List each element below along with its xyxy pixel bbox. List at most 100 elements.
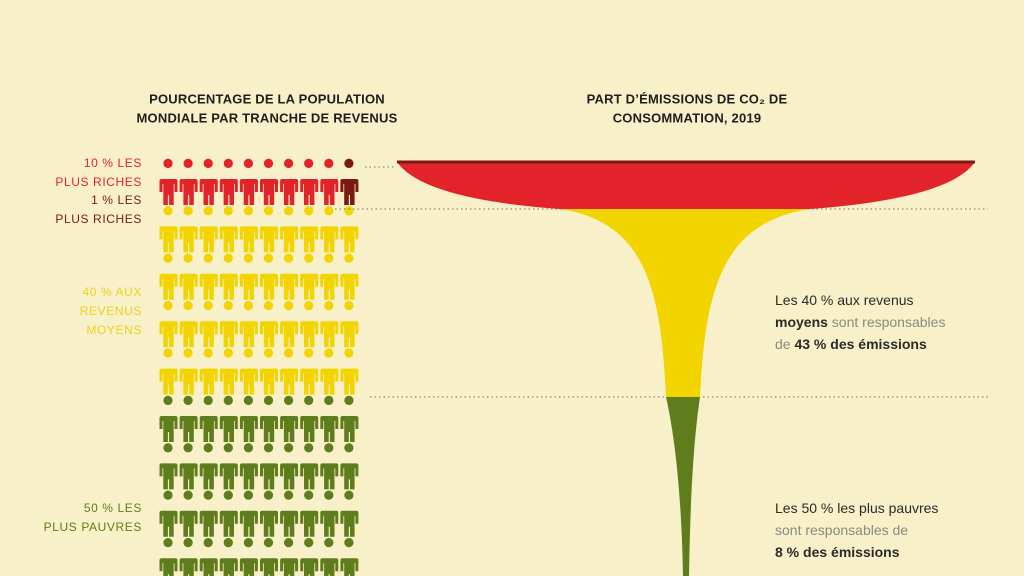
- person-icon: [340, 443, 359, 490]
- person-icon: [159, 490, 178, 537]
- group-label: 50 % LES: [84, 501, 142, 515]
- person-icon: [340, 538, 359, 576]
- person-icon: [340, 253, 359, 300]
- person-icon: [239, 395, 258, 442]
- note: moyens sont responsables: [775, 314, 945, 330]
- note-text: moyens: [775, 314, 828, 330]
- person-icon: [340, 395, 359, 442]
- person-icon: [260, 206, 278, 253]
- person-icon: [280, 443, 299, 490]
- person-icon: [280, 395, 299, 442]
- person-icon: [179, 395, 198, 442]
- person-icon: [260, 301, 278, 348]
- person-icon: [320, 443, 339, 490]
- group-label: REVENUS: [80, 304, 142, 318]
- left-header: POURCENTAGE DE LA POPULATION: [149, 91, 385, 106]
- note-text: Les 40 % aux revenus: [775, 292, 914, 308]
- person-icon: [320, 490, 339, 537]
- person-icon: [159, 538, 178, 576]
- person-icon: [179, 538, 198, 576]
- person-icon: [280, 206, 299, 253]
- funnel-richest: [397, 162, 975, 209]
- note: sont responsables de: [775, 522, 908, 538]
- person-icon: [340, 490, 359, 537]
- person-icon: [199, 538, 218, 576]
- person-icon: [260, 538, 278, 576]
- person-icon: [219, 348, 238, 395]
- person-icon: [219, 253, 238, 300]
- person-icon: [159, 253, 178, 300]
- person-icon: [179, 490, 198, 537]
- note: Les 50 % les plus pauvres: [775, 500, 938, 516]
- person-icon: [159, 158, 178, 205]
- funnel-poorest: [666, 397, 700, 576]
- person-icon: [199, 490, 218, 537]
- person-icon: [300, 253, 319, 300]
- person-icon: [159, 395, 178, 442]
- right-header: PART D’ÉMISSIONS DE CO₂ DE: [587, 91, 788, 106]
- person-icon: [260, 395, 278, 442]
- group-label: 10 % LES: [84, 156, 142, 170]
- person-icon: [179, 206, 198, 253]
- person-icon: [239, 538, 258, 576]
- person-icon: [340, 158, 359, 205]
- person-icon: [260, 348, 278, 395]
- person-icon: [219, 301, 238, 348]
- note-text: 43 % des émissions: [794, 336, 927, 352]
- person-icon: [239, 348, 258, 395]
- person-icon: [199, 253, 218, 300]
- person-icon: [219, 395, 238, 442]
- person-icon: [179, 158, 198, 205]
- person-icon: [300, 443, 319, 490]
- person-icon: [320, 348, 339, 395]
- person-icon: [260, 158, 278, 205]
- person-icon: [199, 206, 218, 253]
- person-icon: [239, 490, 258, 537]
- person-icon: [179, 301, 198, 348]
- person-icon: [340, 206, 359, 253]
- person-icon: [300, 490, 319, 537]
- person-icon: [239, 158, 258, 205]
- note-text: 8 % des émissions: [775, 544, 900, 560]
- person-icon: [280, 158, 299, 205]
- person-icon: [300, 301, 319, 348]
- person-icon: [199, 301, 218, 348]
- person-icon: [280, 301, 299, 348]
- person-icon: [199, 443, 218, 490]
- person-icon: [199, 348, 218, 395]
- person-icon: [179, 253, 198, 300]
- person-icon: [280, 348, 299, 395]
- note-text: de: [775, 336, 794, 352]
- person-icon: [159, 443, 178, 490]
- funnel-middle: [560, 209, 810, 397]
- person-icon: [219, 538, 238, 576]
- person-icon: [159, 301, 178, 348]
- note-text: Les 50 % les plus pauvres: [775, 500, 938, 516]
- person-icon: [239, 443, 258, 490]
- person-icon: [280, 253, 299, 300]
- note: 8 % des émissions: [775, 544, 900, 560]
- person-icon: [340, 348, 359, 395]
- note: Les 40 % aux revenus: [775, 292, 914, 308]
- person-icon: [300, 206, 319, 253]
- group-label: PLUS RICHES: [55, 212, 142, 226]
- person-icon: [219, 206, 238, 253]
- people-grid: [159, 158, 359, 576]
- person-icon: [300, 538, 319, 576]
- group-label: MOYENS: [86, 323, 142, 337]
- person-icon: [199, 395, 218, 442]
- person-icon: [159, 348, 178, 395]
- person-icon: [320, 395, 339, 442]
- person-icon: [260, 490, 278, 537]
- note-text: sont responsables de: [775, 522, 908, 538]
- note-text: sont responsables: [828, 314, 946, 330]
- person-icon: [159, 206, 178, 253]
- person-icon: [320, 158, 339, 205]
- person-icon: [300, 395, 319, 442]
- person-icon: [239, 253, 258, 300]
- person-icon: [320, 301, 339, 348]
- right-header: CONSOMMATION, 2019: [613, 110, 762, 125]
